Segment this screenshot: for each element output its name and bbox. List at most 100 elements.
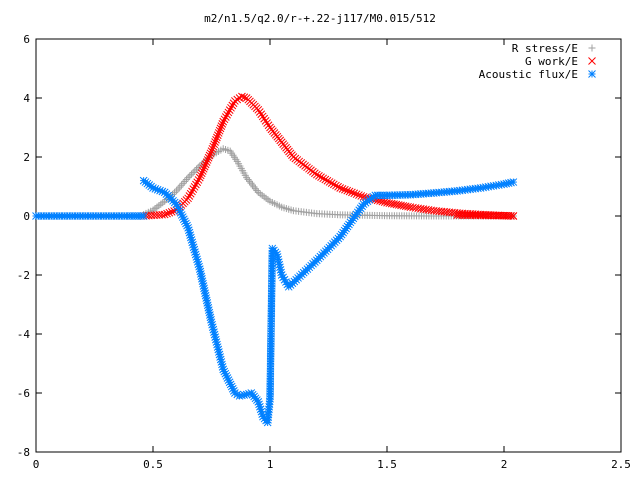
- x-tick-label: 1.5: [377, 458, 397, 471]
- data-point: [254, 105, 263, 114]
- data-point: [196, 171, 205, 180]
- axes: 0 0.5 1 1.5 2 2.5 -8 -6 -4 -2 0 2 4 6: [17, 33, 631, 471]
- data-point: [216, 124, 225, 133]
- data-point: [193, 178, 202, 187]
- y-tick-label: -4: [17, 328, 31, 341]
- data-point: [394, 201, 403, 209]
- data-point: [158, 210, 166, 219]
- data-point: [227, 103, 235, 112]
- data-point: [231, 97, 239, 105]
- legend-marker: [588, 70, 596, 78]
- data-point: [223, 110, 231, 119]
- chart-title: m2/n1.5/q2.0/r-+.22-j117/M0.015/512: [204, 12, 436, 25]
- data-point: [334, 182, 342, 191]
- data-point: [397, 201, 405, 210]
- legend-label: Acoustic flux/E: [479, 68, 578, 81]
- data-point: [332, 181, 340, 190]
- data-point: [213, 131, 222, 140]
- data-point: [197, 169, 206, 178]
- data-point: [205, 151, 214, 160]
- data-point: [184, 174, 192, 182]
- data-point: [209, 142, 218, 151]
- data-point: [189, 185, 198, 193]
- data-point: [218, 120, 227, 128]
- data-point: [201, 160, 210, 169]
- data-point: [321, 175, 330, 184]
- y-tick-label: 4: [23, 92, 30, 105]
- data-point: [255, 108, 264, 116]
- data-point: [139, 212, 148, 220]
- series: [453, 211, 518, 220]
- data-point: [212, 135, 220, 144]
- data-point: [213, 133, 221, 142]
- data-point: [336, 184, 345, 192]
- data-point: [378, 197, 387, 206]
- data-point: [189, 169, 197, 177]
- series-group: [32, 92, 518, 427]
- data-point: [206, 149, 215, 158]
- data-point: [217, 122, 226, 130]
- data-point: [214, 129, 223, 137]
- data-point: [224, 108, 233, 117]
- data-point: [350, 189, 359, 198]
- data-point: [211, 138, 219, 146]
- data-point: [345, 187, 354, 196]
- data-point: [219, 117, 228, 126]
- data-point: [198, 167, 207, 175]
- data-point: [186, 172, 194, 180]
- data-point: [380, 198, 389, 206]
- data-point: [238, 92, 246, 101]
- data-point: [401, 202, 410, 211]
- legend-label: G work/E: [525, 55, 578, 68]
- y-tick-label: 6: [23, 33, 30, 46]
- data-point: [225, 106, 234, 114]
- data-point: [355, 191, 363, 199]
- data-point: [194, 176, 203, 184]
- y-tick-label: 2: [23, 151, 30, 164]
- y-tick-label: -8: [17, 446, 30, 459]
- data-point: [357, 192, 366, 200]
- data-point: [200, 162, 209, 171]
- data-point: [385, 199, 394, 208]
- y-tick-label: -6: [17, 387, 30, 400]
- data-point: [399, 201, 408, 210]
- x-tick-label: 2: [501, 458, 508, 471]
- data-point: [319, 174, 328, 183]
- data-point: [202, 158, 211, 167]
- legend-label: R stress/E: [512, 42, 578, 55]
- y-tick-label: 0: [23, 210, 30, 223]
- data-point: [163, 209, 171, 218]
- plot-frame: [35, 38, 622, 453]
- data-point: [348, 188, 356, 197]
- data-point: [240, 93, 249, 102]
- series: [139, 176, 518, 427]
- data-point: [195, 173, 204, 182]
- data-point: [184, 194, 192, 203]
- x-tick-label: 1: [267, 458, 274, 471]
- data-point: [192, 180, 200, 189]
- data-point: [261, 117, 270, 125]
- data-point: [233, 95, 242, 104]
- data-point: [317, 173, 325, 181]
- legend-marker: [588, 44, 596, 52]
- data-point: [312, 170, 321, 179]
- data-point: [383, 198, 391, 207]
- data-point: [190, 182, 199, 191]
- data-point: [387, 199, 396, 208]
- series: [32, 212, 148, 220]
- data-point: [352, 190, 361, 199]
- data-point: [315, 172, 323, 180]
- data-point: [507, 212, 515, 220]
- data-point: [185, 192, 194, 200]
- data-point: [509, 178, 518, 186]
- legend-marker: [588, 57, 596, 65]
- data-point: [188, 187, 196, 196]
- data-point: [263, 119, 271, 127]
- data-point: [329, 180, 338, 189]
- data-point: [221, 113, 230, 121]
- x-tick-label: 0: [33, 458, 40, 471]
- x-tick-label: 0.5: [143, 458, 163, 471]
